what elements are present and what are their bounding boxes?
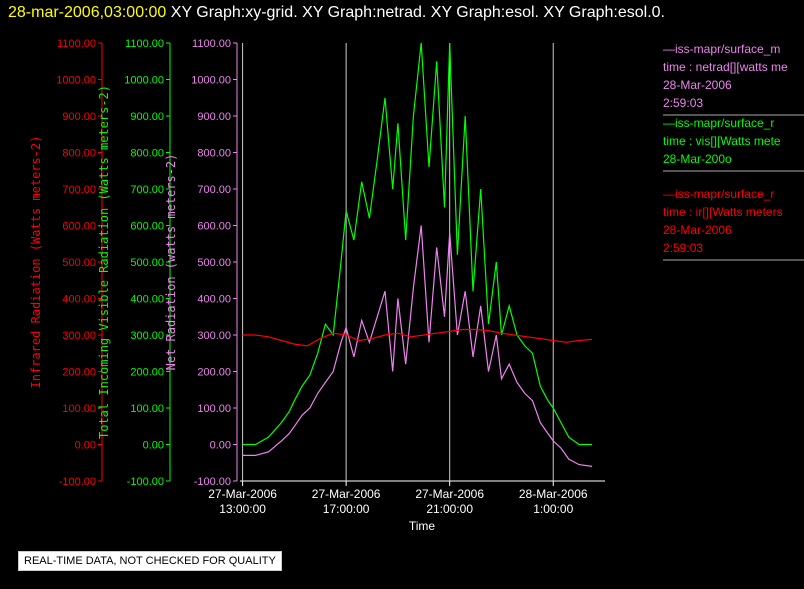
- y-tick-label: 800.00: [62, 148, 96, 160]
- legend-line-variable: time : vis[][Watts mete: [663, 134, 781, 148]
- legend-line-date: 28-Mar-2006: [663, 78, 732, 92]
- grid-layer: [242, 43, 554, 481]
- y-tick-label: 300.00: [130, 330, 164, 342]
- y-tick-label: 800.00: [130, 148, 164, 160]
- y-tick-label: 100.00: [197, 403, 231, 415]
- y-tick-label: 1000.00: [191, 75, 231, 87]
- y-tick-label: 900.00: [62, 111, 96, 123]
- y-tick-label: 200.00: [197, 367, 231, 379]
- y-axis-label: Infrared Radiation (Watts meters-2): [29, 136, 43, 389]
- x-tick-label-date: 27-Mar-2006: [312, 487, 381, 501]
- y-tick-label: 500.00: [62, 257, 96, 269]
- y-tick-label: 1100.00: [125, 38, 164, 50]
- axes-layer: [98, 42, 605, 486]
- y-tick-label: 500.00: [130, 257, 164, 269]
- series-line-vis: [242, 42, 593, 446]
- legend-line-source: —iss-mapr/surface_r: [663, 187, 775, 201]
- y-tick-label: 400.00: [62, 294, 96, 306]
- y-tick-label: 300.00: [197, 330, 231, 342]
- x-tick-label-time: 13:00:00: [219, 502, 266, 516]
- series-line-ir: [242, 328, 593, 347]
- y-tick-label: 1100.00: [57, 38, 96, 50]
- y-tick-label: 1000.00: [124, 75, 164, 87]
- x-tick-label-time: 17:00:00: [323, 502, 370, 516]
- legend-entry-net: —iss-mapr/surface_m time : netrad[][watt…: [663, 40, 804, 112]
- legend-line-time: 2:59:03: [663, 241, 704, 255]
- y-axis-label: Total Incoming Visible Radiation (Watts …: [97, 85, 111, 439]
- y-axis-label: Net Radiation (watts meters-2): [164, 154, 178, 371]
- y-tick-label: 1000.00: [56, 75, 96, 87]
- y-tick-label: -100.00: [59, 476, 96, 488]
- y-tick-label: 600.00: [130, 221, 164, 233]
- header-title: 28-mar-2006,03:00:00 XY Graph:xy-grid. X…: [8, 4, 665, 22]
- x-tick-label-time: 21:00:00: [426, 502, 473, 516]
- legend-entry-ir: —iss-mapr/surface_r time : ir[][Watts me…: [663, 185, 804, 257]
- y-tick-label: 500.00: [197, 257, 231, 269]
- y-tick-label: 600.00: [62, 221, 96, 233]
- y-tick-label: 400.00: [130, 294, 164, 306]
- y-tick-label: 800.00: [197, 148, 231, 160]
- y-tick-label: 600.00: [197, 221, 231, 233]
- legend-line-date: 28-Mar-2006: [663, 223, 732, 237]
- y-tick-label: -100.00: [127, 476, 164, 488]
- series-line-net: [242, 225, 593, 467]
- y-tick-label: 0.00: [210, 440, 231, 452]
- legend-line-source: —iss-mapr/surface_r: [663, 116, 775, 130]
- y-tick-label: 0.00: [75, 440, 96, 452]
- legend-line-variable: time : netrad[][watts me: [663, 60, 788, 74]
- quality-notice: REAL-TIME DATA, NOT CHECKED FOR QUALITY: [18, 551, 282, 571]
- y-tick-label: 200.00: [62, 367, 96, 379]
- x-tick-label-date: 28-Mar-2006: [519, 487, 588, 501]
- legend-entry-vis: —iss-mapr/surface_r time : vis[][Watts m…: [663, 114, 804, 168]
- y-tick-label: 100.00: [62, 403, 96, 415]
- y-tick-label: 700.00: [62, 184, 96, 196]
- y-tick-label: 700.00: [197, 184, 231, 196]
- x-tick-label-date: 27-Mar-2006: [208, 487, 277, 501]
- y-tick-label: 0.00: [143, 440, 164, 452]
- y-tick-label: 900.00: [197, 111, 231, 123]
- label-layer: 1100.00 1000.00 900.00 800.00 700.00 600.00 50…: [29, 38, 804, 533]
- y-tick-label: -100.00: [194, 476, 231, 488]
- y-tick-label: 700.00: [130, 184, 164, 196]
- x-axis-label: Time: [409, 519, 436, 533]
- y-tick-label: 200.00: [130, 367, 164, 379]
- header-graph-list: XY Graph:xy-grid. XY Graph:netrad. XY Gr…: [170, 4, 665, 21]
- legend-line-variable: time : ir[][Watts meters: [663, 205, 783, 219]
- y-tick-label: 300.00: [62, 330, 96, 342]
- legend-line-time: 2:59:03: [663, 96, 704, 110]
- x-tick-label-time: 1:00:00: [533, 502, 573, 516]
- x-tick-label-date: 27-Mar-2006: [415, 487, 484, 501]
- y-tick-label: 400.00: [197, 294, 231, 306]
- series-layer: [242, 42, 593, 467]
- y-tick-label: 1100.00: [192, 38, 231, 50]
- legend-line-date: 28-Mar-200o: [663, 152, 732, 166]
- y-tick-label: 900.00: [130, 111, 164, 123]
- y-tick-label: 100.00: [130, 403, 164, 415]
- legend-line-source: —iss-mapr/surface_m: [663, 42, 781, 56]
- header-timestamp: 28-mar-2006,03:00:00: [8, 4, 167, 21]
